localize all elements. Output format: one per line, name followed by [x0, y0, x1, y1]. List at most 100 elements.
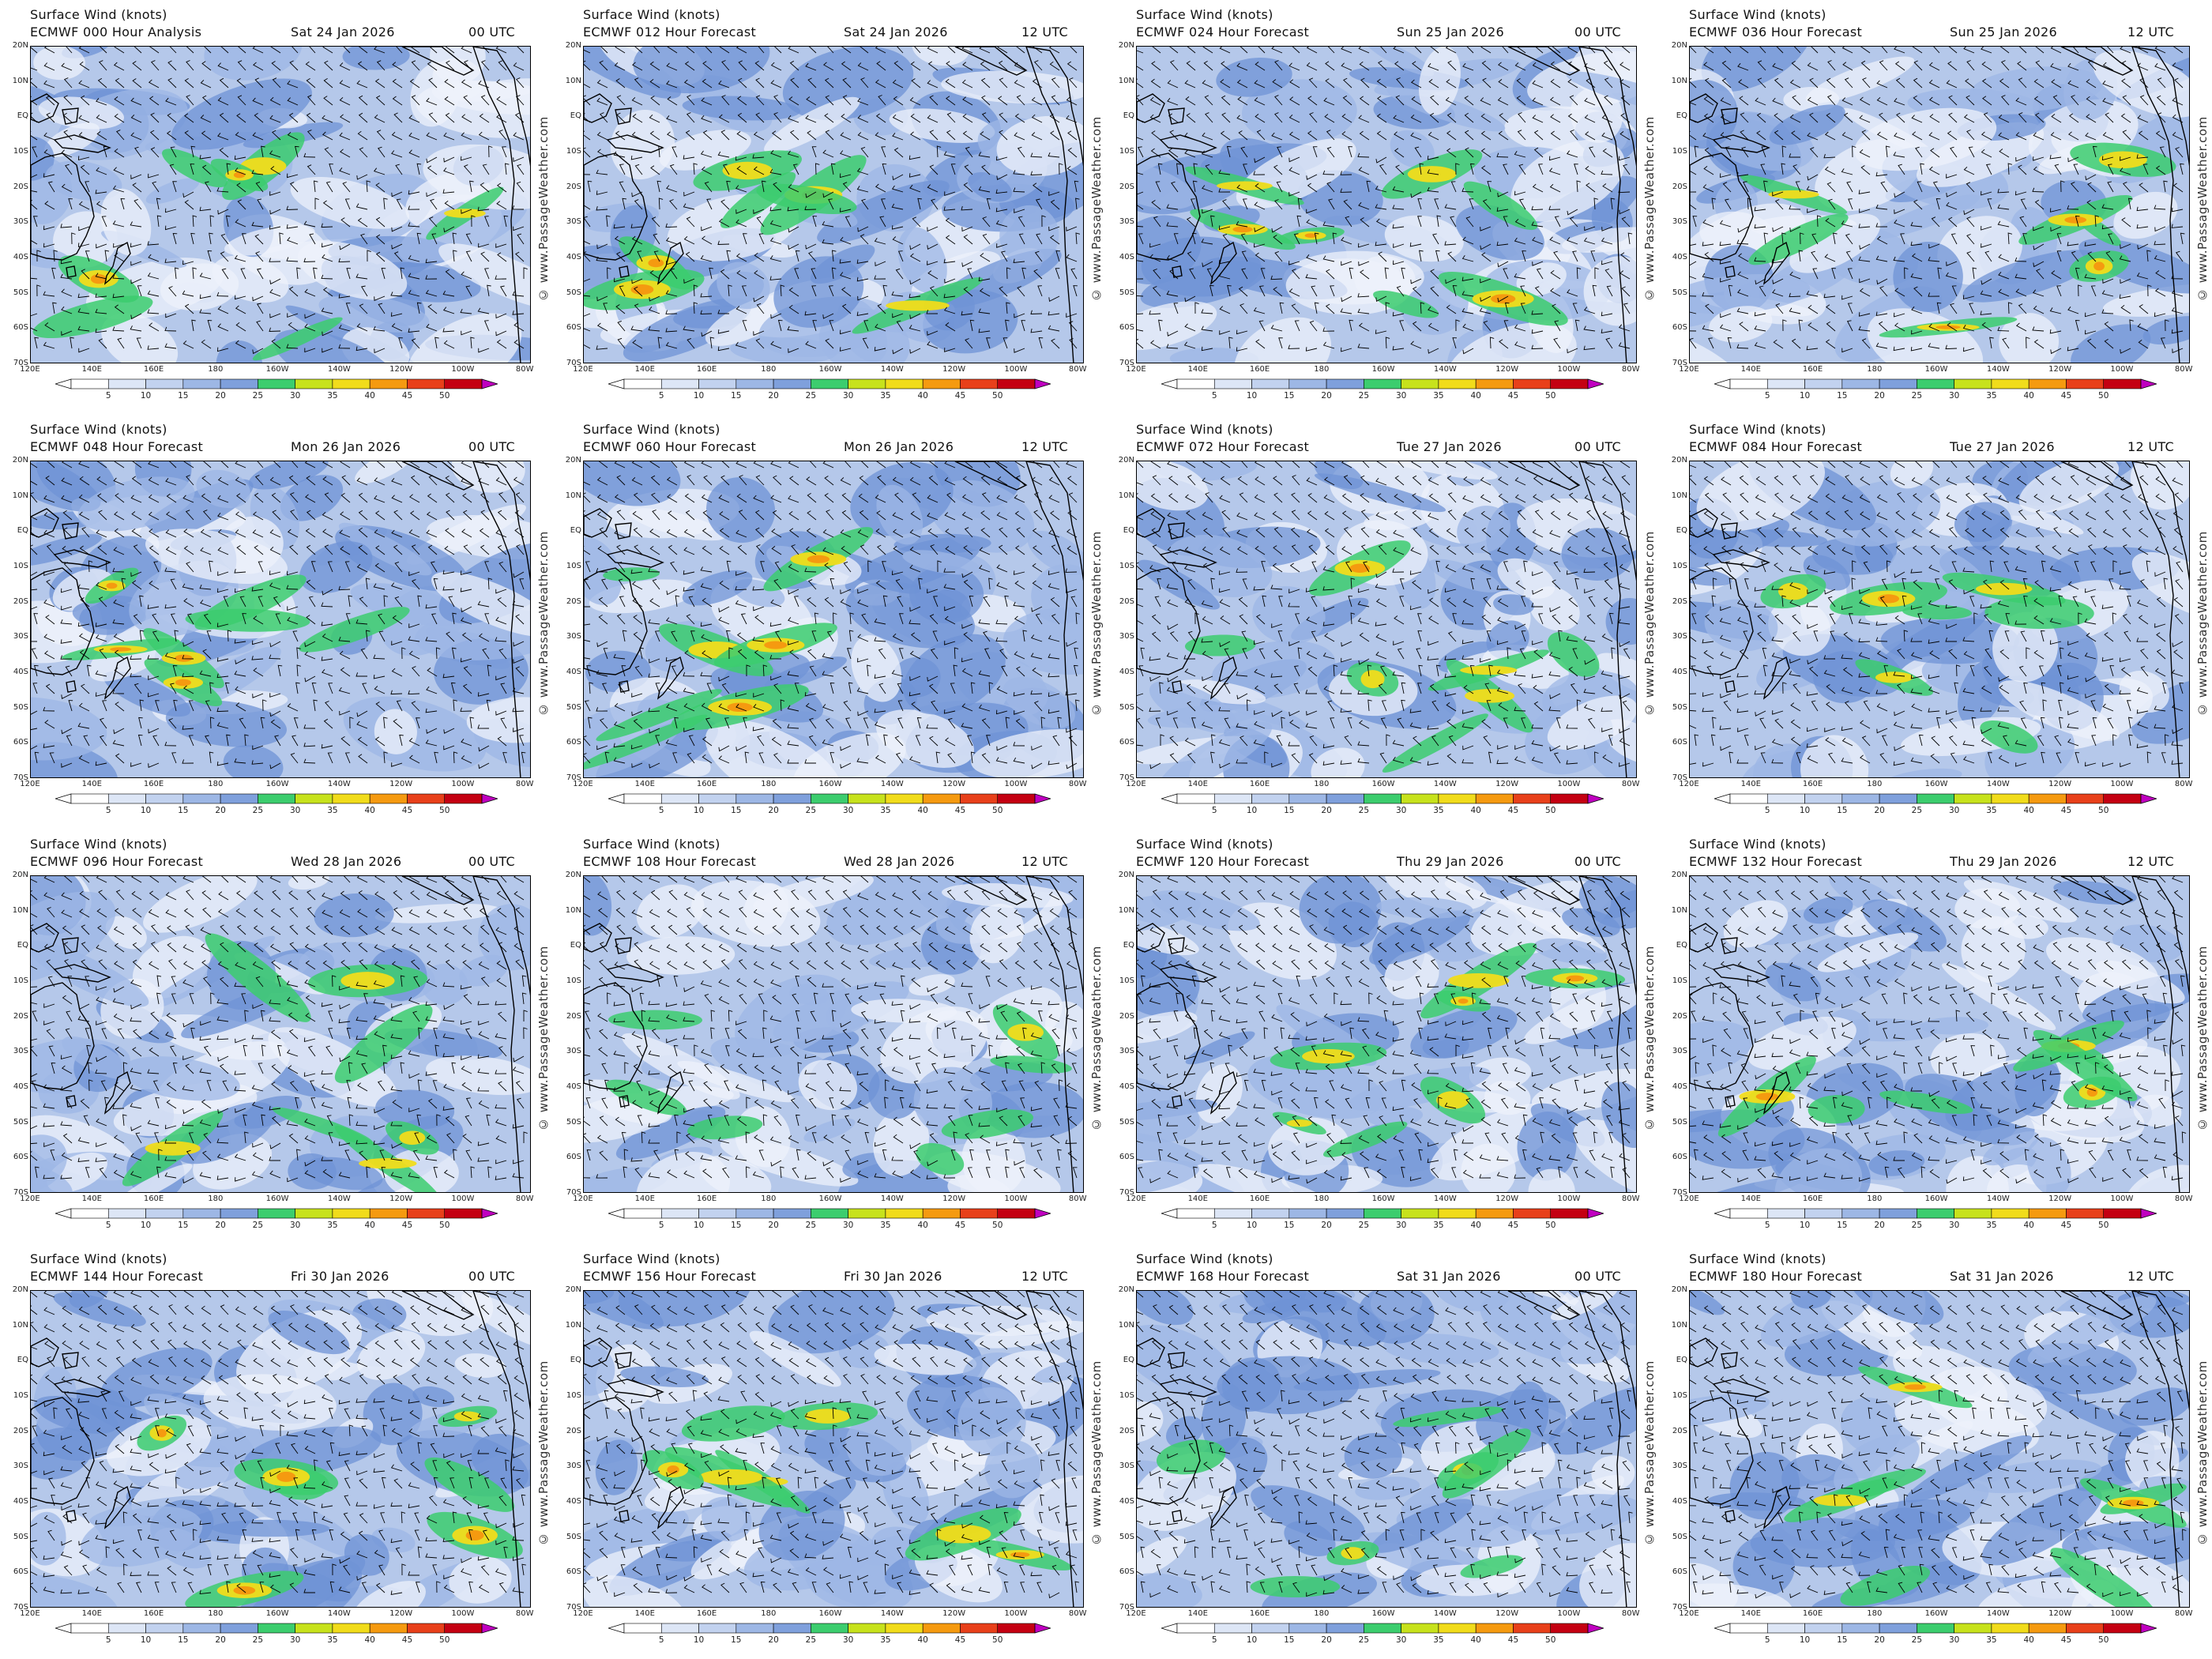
color-legend-bar [1161, 1208, 1604, 1219]
wind-speed-region [1390, 130, 1435, 168]
wind-speed-region [996, 115, 1083, 176]
valid-date-label: Mon 26 Jan 2026 [291, 439, 401, 454]
chart-subtitle-row: ECMWF 168 Hour Forecast Sat 31 Jan 2026 00… [1136, 1270, 1642, 1284]
legend-arrow-left [1714, 793, 1731, 804]
wind-speed-region [1690, 1394, 1770, 1427]
color-legend-bar [55, 378, 498, 389]
wind-speed-region [609, 1531, 732, 1596]
legend-swatch [2028, 378, 2067, 389]
legend-tick-label: 40 [917, 806, 928, 815]
legend-tick-label: 15 [1284, 1635, 1295, 1645]
legend-tick-label: 20 [215, 806, 226, 815]
wind-speed-region [1137, 1573, 1202, 1607]
legend-swatch [1251, 378, 1290, 389]
wind-speed-region [1890, 461, 1934, 489]
watermark: © www.PassageWeather.com [1089, 531, 1104, 717]
latitude-label: 40S [1672, 1497, 1687, 1506]
wind-speed-region [1003, 676, 1075, 728]
legend-swatch [1841, 793, 1880, 804]
model-run-label: ECMWF 048 Hour Forecast [30, 439, 204, 454]
legend-tick-label: 20 [215, 1221, 226, 1230]
strong-wind-band [1382, 713, 1488, 773]
valid-date-label: Tue 27 Jan 2026 [1950, 439, 2055, 454]
coastline [2060, 876, 2134, 905]
legend-swatch [1364, 793, 1401, 804]
wind-barbs [1137, 47, 1633, 355]
wind-speed-region [912, 47, 970, 66]
legend-swatch [220, 793, 258, 804]
wind-speed-region [845, 1414, 912, 1477]
watermark: © www.PassageWeather.com [2195, 946, 2210, 1132]
legend-swatch [444, 378, 483, 389]
storm-core [465, 1529, 484, 1540]
latitude-label: 60S [1119, 1153, 1134, 1162]
wind-barbs [31, 47, 528, 355]
coastline [1712, 964, 1770, 983]
legend-swatch [623, 1208, 662, 1219]
wind-speed-region [1158, 721, 1273, 777]
latitude-label: 70S [566, 1603, 581, 1612]
model-run-label: ECMWF 156 Hour Forecast [583, 1269, 757, 1284]
legend-swatch [997, 1208, 1036, 1219]
longitude-label: 180 [761, 1194, 777, 1203]
forecast-panel: Surface Wind (knots) ECMWF 000 Hour Analy… [0, 0, 553, 415]
legend-swatch [1729, 1208, 1768, 1219]
wind-speed-region [31, 891, 116, 984]
valid-time-label: 12 UTC [2127, 1269, 2174, 1284]
legend-swatch [332, 793, 371, 804]
strong-wind-band [1748, 213, 1849, 265]
legend-swatch [623, 378, 662, 389]
wind-speed-region [902, 550, 981, 575]
legend-swatch [1364, 1208, 1401, 1219]
legend-tick-label: 45 [401, 806, 413, 815]
wind-speed-region [2102, 284, 2189, 317]
longitude-label: 120E [20, 780, 40, 788]
coastline [1725, 680, 1736, 693]
legend-swatch [848, 1623, 886, 1634]
valid-time-label: 12 UTC [1021, 24, 1068, 40]
coastline [2131, 876, 2189, 1192]
wind-speed-region [478, 904, 530, 971]
coastline [1578, 1291, 1636, 1607]
forecast-panel: Surface Wind (knots) ECMWF 012 Hour Forec… [553, 0, 1106, 415]
wind-speed-region [1709, 306, 1773, 343]
coastline [2131, 461, 2189, 777]
wind-barbs [584, 876, 1078, 1183]
latitude-label: 30S [566, 632, 581, 641]
legend-swatch [1364, 1623, 1401, 1634]
wind-speed-region [706, 477, 776, 544]
legend-swatch [2103, 1623, 2142, 1634]
legend-swatch [182, 1623, 221, 1634]
legend-tick-label: 35 [1986, 1635, 1997, 1645]
wind-speed-region [2131, 47, 2189, 71]
longitude-label: 120W [2048, 1194, 2072, 1203]
legend-tick-label: 30 [1395, 806, 1407, 815]
strong-wind-band [1463, 181, 1538, 231]
latitude-label: 30S [13, 217, 28, 227]
legend-swatch [369, 1208, 408, 1219]
legend-tick-label: 45 [954, 1221, 966, 1230]
legend-swatch [698, 793, 737, 804]
latitude-label: 40S [13, 1082, 28, 1091]
legend-swatch [407, 793, 446, 804]
latitude-label: 20N [1671, 41, 1687, 50]
latitude-label: 20S [1119, 596, 1134, 606]
longitude-label: 140W [1433, 780, 1457, 788]
latitude-label: 30S [1119, 217, 1134, 227]
legend-tick-label: 45 [2060, 806, 2072, 815]
color-legend [1714, 378, 2157, 390]
latitude-label: 70S [1672, 1603, 1687, 1612]
wind-speed-region [31, 136, 55, 181]
legend-tick-label: 5 [1211, 806, 1217, 815]
wind-field [584, 1291, 1083, 1607]
latitude-label: 40S [13, 1497, 28, 1506]
legend-swatch [407, 1623, 446, 1634]
legend-swatch [444, 1623, 483, 1634]
legend-tick-label: 15 [178, 1635, 189, 1645]
legend-tick-label: 45 [2060, 391, 2072, 401]
legend-swatch [369, 378, 408, 389]
longitude-label: 100W [2110, 780, 2134, 788]
longitude-label: 180 [208, 1194, 224, 1203]
latitude-label: 50S [13, 288, 28, 297]
longitude-label: 140W [880, 365, 904, 374]
